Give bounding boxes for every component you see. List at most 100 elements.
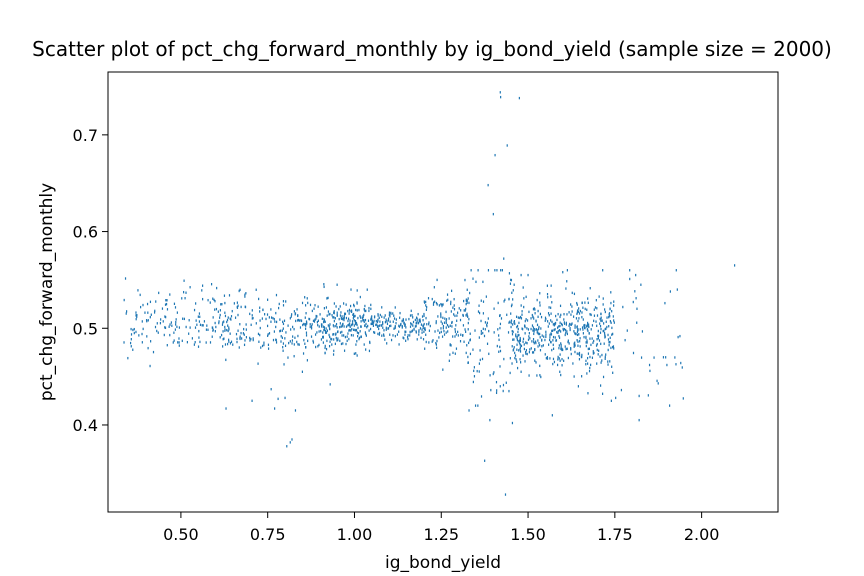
scatter-point xyxy=(597,334,599,338)
scatter-point xyxy=(635,273,637,277)
scatter-point xyxy=(449,343,451,347)
scatter-point xyxy=(576,311,579,314)
scatter-point xyxy=(328,325,330,328)
scatter-point xyxy=(201,289,203,292)
scatter-point xyxy=(503,257,505,260)
scatter-point xyxy=(519,348,521,351)
scatter-point xyxy=(415,316,418,319)
scatter-point xyxy=(477,269,479,272)
scatter-point xyxy=(500,317,503,320)
scatter-point xyxy=(399,311,401,315)
y-axis: 0.40.50.60.7 xyxy=(73,126,108,435)
scatter-point xyxy=(390,311,392,315)
scatter-point xyxy=(435,320,437,323)
scatter-point xyxy=(154,309,156,313)
scatter-point xyxy=(593,308,595,311)
scatter-point xyxy=(249,312,251,316)
scatter-point xyxy=(135,317,137,321)
scatter-point xyxy=(453,313,455,316)
scatter-point xyxy=(528,332,530,335)
scatter-point xyxy=(576,330,579,333)
scatter-point xyxy=(337,338,339,342)
scatter-point xyxy=(345,342,347,346)
scatter-point xyxy=(229,332,231,335)
scatter-point xyxy=(393,327,395,330)
scatter-point xyxy=(565,287,567,290)
scatter-point xyxy=(219,313,221,317)
scatter-point xyxy=(603,322,605,325)
scatter-point xyxy=(576,352,578,355)
scatter-point xyxy=(233,302,235,305)
scatter-point xyxy=(442,324,445,328)
scatter-point xyxy=(173,339,175,342)
scatter-point xyxy=(176,325,178,329)
scatter-point xyxy=(316,331,318,334)
scatter-point xyxy=(373,319,375,323)
scatter-point xyxy=(404,330,406,333)
scatter-point xyxy=(323,320,325,324)
scatter-point xyxy=(450,302,452,306)
scatter-point xyxy=(483,334,486,338)
scatter-point xyxy=(596,307,598,310)
scatter-point xyxy=(596,362,598,365)
chart-title: Scatter plot of pct_chg_forward_monthly … xyxy=(32,37,832,61)
scatter-point xyxy=(355,329,357,332)
scatter-point xyxy=(344,312,347,316)
scatter-point xyxy=(649,369,651,373)
scatter-point xyxy=(211,326,213,329)
scatter-point xyxy=(446,323,449,327)
x-tick-label: 2.00 xyxy=(684,525,720,544)
scatter-point xyxy=(611,333,613,336)
scatter-point xyxy=(478,311,481,315)
scatter-point xyxy=(574,324,576,327)
scatter-point xyxy=(584,323,586,327)
scatter-point xyxy=(587,321,589,325)
scatter-point xyxy=(539,332,541,336)
scatter-point xyxy=(467,355,469,359)
scatter-point xyxy=(571,291,573,295)
scatter-point xyxy=(265,317,267,321)
scatter-point xyxy=(266,324,269,328)
scatter-point xyxy=(591,337,593,340)
scatter-point xyxy=(284,337,286,340)
scatter-point xyxy=(466,344,468,347)
scatter-point xyxy=(600,342,602,346)
scatter-point xyxy=(356,289,358,292)
scatter-point xyxy=(290,315,292,318)
scatter-point xyxy=(438,336,440,339)
scatter-point xyxy=(596,314,599,317)
scatter-point xyxy=(547,296,549,299)
scatter-point xyxy=(552,357,555,361)
scatter-point xyxy=(338,307,340,311)
scatter-point xyxy=(320,325,323,328)
scatter-point xyxy=(342,317,344,321)
scatter-point xyxy=(413,327,415,331)
scatter-point xyxy=(147,319,149,322)
scatter-point xyxy=(478,336,480,339)
scatter-point xyxy=(482,300,485,303)
scatter-point xyxy=(520,304,522,307)
scatter-point xyxy=(417,312,419,316)
scatter-point xyxy=(332,324,334,327)
scatter-point xyxy=(599,317,601,321)
scatter-point xyxy=(559,324,561,328)
scatter-point xyxy=(237,313,239,317)
scatter-point xyxy=(567,339,569,342)
scatter-point xyxy=(465,351,467,355)
scatter-point xyxy=(194,341,196,344)
scatter-point xyxy=(205,341,207,344)
scatter-point xyxy=(675,269,677,272)
scatter-point xyxy=(455,347,458,350)
scatter-point xyxy=(422,338,425,341)
scatter-point xyxy=(354,322,357,325)
scatter-point xyxy=(223,294,226,297)
scatter-point xyxy=(573,292,576,296)
scatter-point xyxy=(550,340,552,344)
scatter-point xyxy=(336,313,338,317)
scatter-point xyxy=(537,332,539,335)
scatter-point xyxy=(130,327,132,331)
scatter-point xyxy=(453,297,455,301)
scatter-point xyxy=(582,306,584,309)
scatter-point xyxy=(574,344,576,347)
scatter-point xyxy=(469,332,471,335)
